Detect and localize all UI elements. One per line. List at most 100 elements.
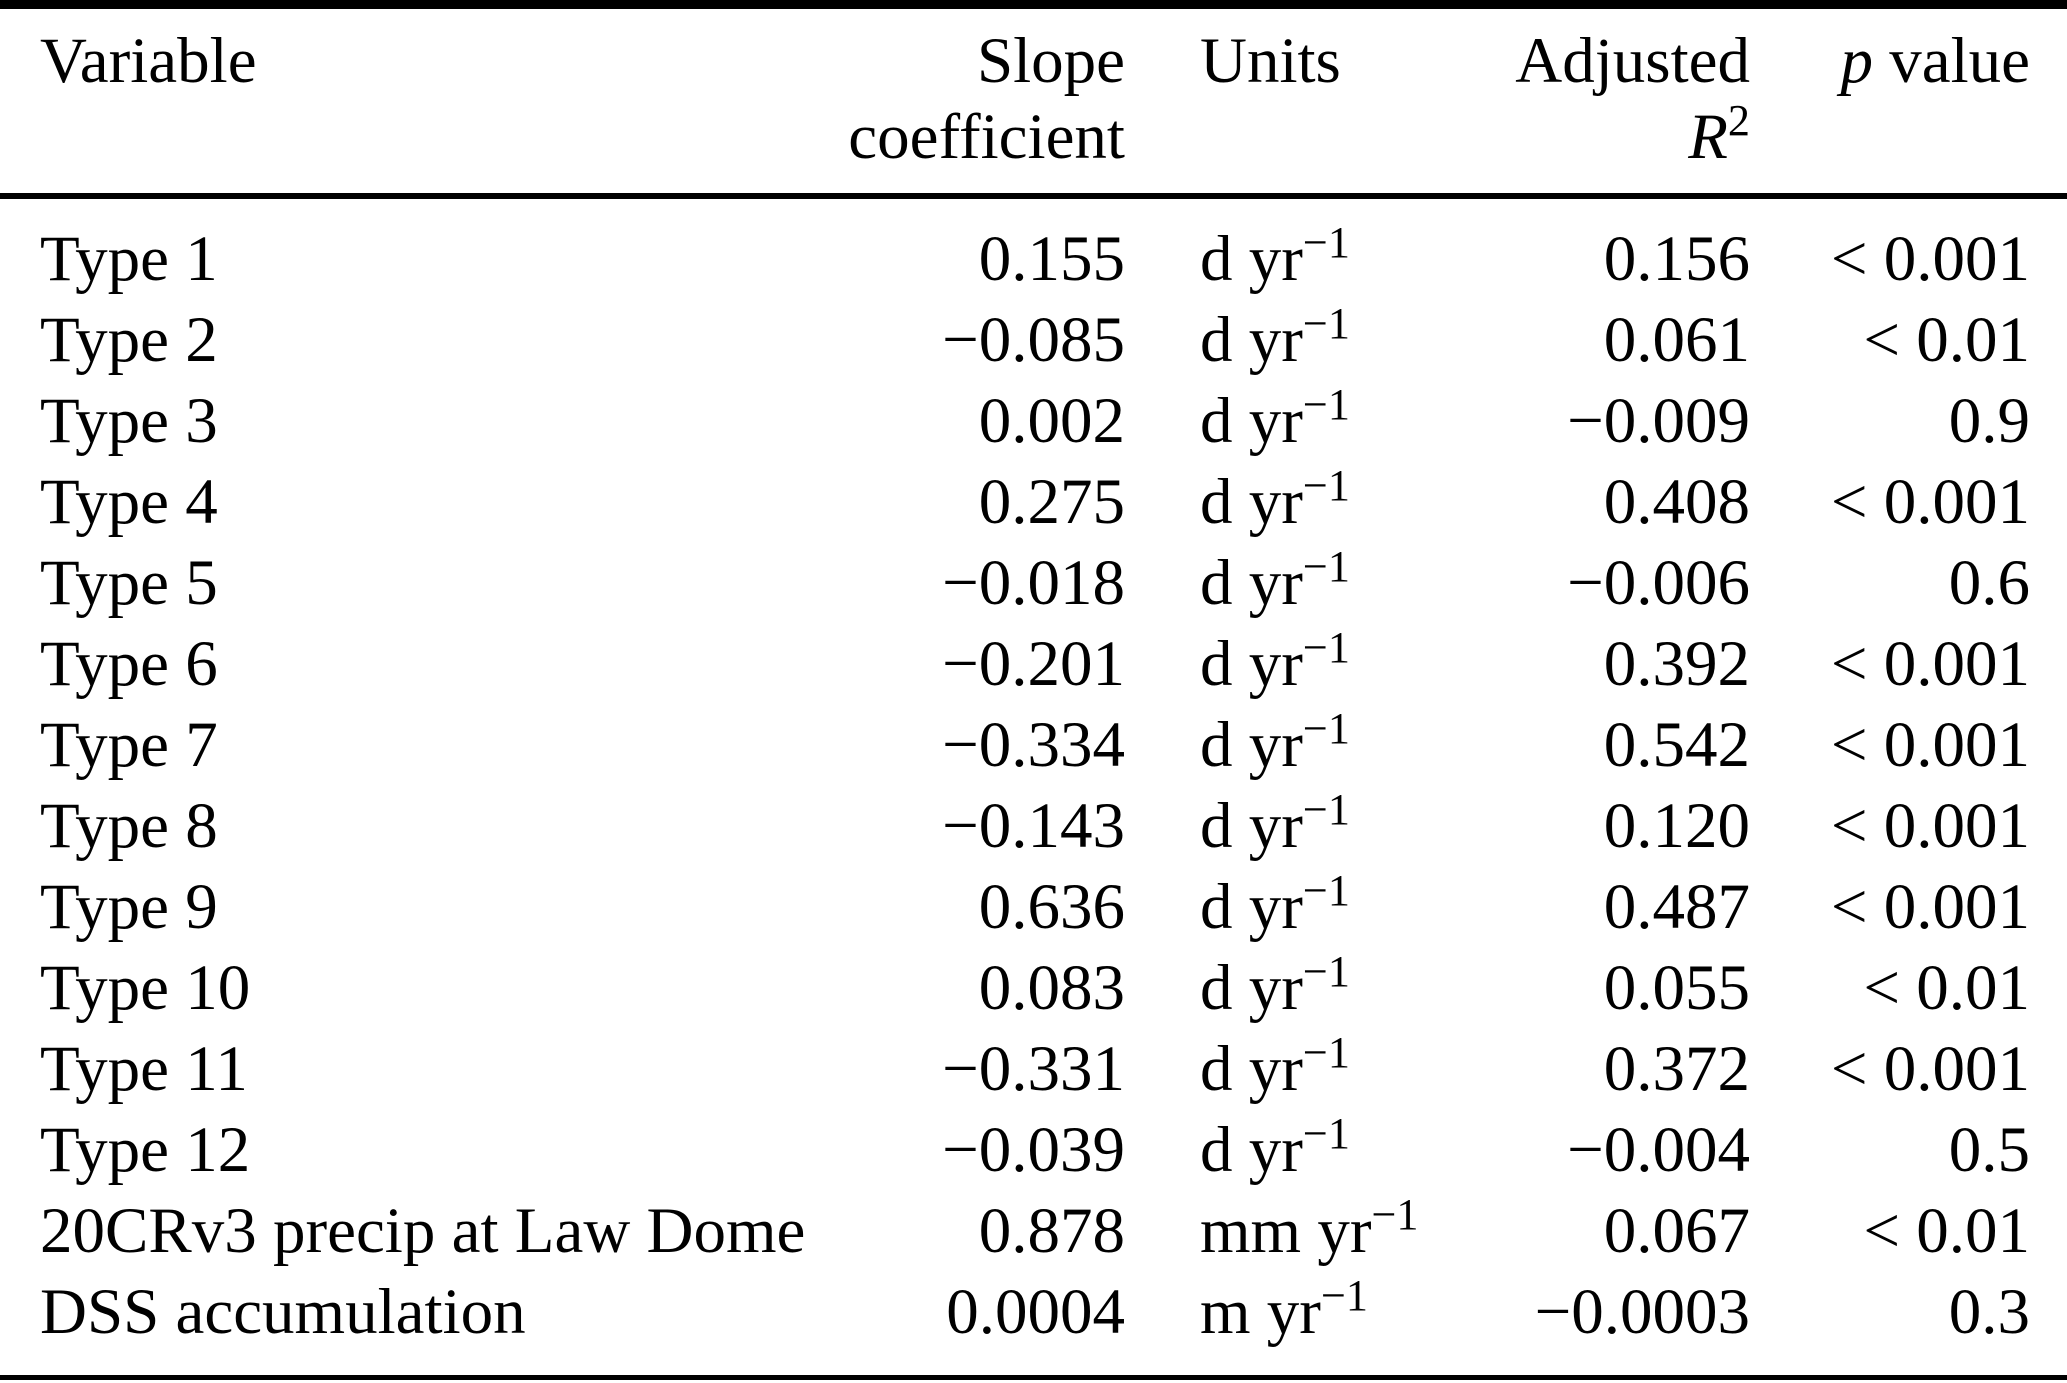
header-p-value-label: p value xyxy=(1750,23,2030,99)
cell-variable: DSS accumulation xyxy=(40,1276,526,1348)
cell-slope: 0.002 xyxy=(978,385,1125,457)
cell-slope: 0.636 xyxy=(978,871,1125,943)
cell-adjusted-r2: 0.055 xyxy=(1603,952,1750,1024)
table-row: Type 6 −0.201 d yr−1 0.392 < 0.001 xyxy=(0,624,2067,705)
cell-variable: Type 11 xyxy=(40,1033,248,1105)
cell-adjusted-r2: −0.006 xyxy=(1567,547,1750,619)
header-adjusted-line1: Adjusted xyxy=(1515,25,1750,97)
column-header-slope-coefficient: Slope coefficient xyxy=(815,0,1125,199)
cell-units: d yr−1 xyxy=(1125,1029,1425,1110)
column-header-adjusted-r2: Adjusted R2 xyxy=(1425,0,1750,199)
unit-exponent: −1 xyxy=(1302,1109,1350,1159)
unit-exponent: −1 xyxy=(1302,704,1350,754)
column-header-variable: Variable xyxy=(0,0,815,199)
unit-base: d yr xyxy=(1200,223,1303,295)
unit-exponent: −1 xyxy=(1302,380,1350,430)
cell-units: d yr−1 xyxy=(1125,705,1425,786)
cell-units: d yr−1 xyxy=(1125,867,1425,948)
header-p-rest: value xyxy=(1872,25,2030,97)
unit-base: mm yr xyxy=(1200,1195,1372,1267)
table-row: 20CRv3 precip at Law Dome 0.878 mm yr−1 … xyxy=(0,1191,2067,1272)
cell-slope: −0.331 xyxy=(942,1033,1125,1105)
cell-p-value: < 0.01 xyxy=(1863,952,2030,1024)
cell-slope: −0.143 xyxy=(942,790,1125,862)
cell-adjusted-r2: −0.0003 xyxy=(1534,1276,1750,1348)
header-slope-line2: coefficient xyxy=(848,101,1125,173)
unit-base: d yr xyxy=(1200,709,1303,781)
cell-p-value: < 0.001 xyxy=(1830,1033,2030,1105)
unit-exponent: −1 xyxy=(1302,299,1350,349)
cell-p-value: < 0.001 xyxy=(1830,628,2030,700)
table-row: Type 5 −0.018 d yr−1 −0.006 0.6 xyxy=(0,543,2067,624)
cell-p-value: < 0.001 xyxy=(1830,790,2030,862)
unit-exponent: −1 xyxy=(1302,461,1350,511)
table-row: Type 1 0.155 d yr−1 0.156 < 0.001 xyxy=(0,196,2067,300)
cell-p-value: < 0.01 xyxy=(1863,1195,2030,1267)
cell-variable: Type 3 xyxy=(40,385,218,457)
cell-adjusted-r2: 0.392 xyxy=(1603,628,1750,700)
cell-p-value: < 0.001 xyxy=(1830,466,2030,538)
table-row: Type 12 −0.039 d yr−1 −0.004 0.5 xyxy=(0,1110,2067,1191)
unit-base: d yr xyxy=(1200,385,1303,457)
table-header: Variable Slope coefficient Units Adjuste… xyxy=(0,0,2067,199)
unit-base: d yr xyxy=(1200,790,1303,862)
cell-variable: Type 6 xyxy=(40,628,218,700)
header-p-symbol: p xyxy=(1840,25,1873,97)
header-variable-label: Variable xyxy=(40,25,257,97)
cell-units: d yr−1 xyxy=(1125,300,1425,381)
table-body: Type 1 0.155 d yr−1 0.156 < 0.001 Type 2… xyxy=(0,196,2067,1378)
column-header-units: Units xyxy=(1125,0,1425,199)
cell-adjusted-r2: 0.542 xyxy=(1603,709,1750,781)
table-row: Type 4 0.275 d yr−1 0.408 < 0.001 xyxy=(0,462,2067,543)
unit-exponent: −1 xyxy=(1302,1028,1350,1078)
unit-exponent: −1 xyxy=(1320,1271,1368,1321)
cell-p-value: 0.6 xyxy=(1948,547,2030,619)
cell-adjusted-r2: 0.372 xyxy=(1603,1033,1750,1105)
unit-base: d yr xyxy=(1200,871,1303,943)
cell-units: d yr−1 xyxy=(1125,1110,1425,1191)
table-row: DSS accumulation 0.0004 m yr−1 −0.0003 0… xyxy=(0,1272,2067,1378)
unit-exponent: −1 xyxy=(1302,218,1350,268)
cell-units: d yr−1 xyxy=(1125,462,1425,543)
cell-slope: 0.155 xyxy=(978,223,1125,295)
cell-variable: Type 7 xyxy=(40,709,218,781)
unit-base: d yr xyxy=(1200,628,1303,700)
unit-base: d yr xyxy=(1200,1033,1303,1105)
table-row: Type 10 0.083 d yr−1 0.055 < 0.01 xyxy=(0,948,2067,1029)
cell-variable: Type 9 xyxy=(40,871,218,943)
unit-base: m yr xyxy=(1200,1276,1321,1348)
header-r-symbol: R xyxy=(1688,101,1728,173)
cell-slope: 0.878 xyxy=(978,1195,1125,1267)
header-adjusted-line2: R2 xyxy=(1425,98,1750,175)
table-row: Type 3 0.002 d yr−1 −0.009 0.9 xyxy=(0,381,2067,462)
cell-variable: Type 10 xyxy=(40,952,251,1024)
unit-exponent: −1 xyxy=(1371,1190,1419,1240)
cell-p-value: < 0.01 xyxy=(1863,304,2030,376)
cell-p-value: 0.9 xyxy=(1948,385,2030,457)
table-row: Type 2 −0.085 d yr−1 0.061 < 0.01 xyxy=(0,300,2067,381)
header-slope-line1: Slope xyxy=(976,25,1125,97)
cell-variable: Type 2 xyxy=(40,304,218,376)
cell-variable: 20CRv3 precip at Law Dome xyxy=(40,1195,806,1267)
cell-adjusted-r2: 0.067 xyxy=(1603,1195,1750,1267)
cell-adjusted-r2: 0.061 xyxy=(1603,304,1750,376)
unit-base: d yr xyxy=(1200,952,1303,1024)
cell-slope: −0.039 xyxy=(942,1114,1125,1186)
cell-p-value: < 0.001 xyxy=(1830,871,2030,943)
unit-exponent: −1 xyxy=(1302,542,1350,592)
cell-units: m yr−1 xyxy=(1125,1272,1425,1378)
cell-variable: Type 12 xyxy=(40,1114,251,1186)
cell-units: d yr−1 xyxy=(1125,786,1425,867)
cell-p-value: 0.3 xyxy=(1948,1276,2030,1348)
table-row: Type 9 0.636 d yr−1 0.487 < 0.001 xyxy=(0,867,2067,948)
cell-slope: −0.018 xyxy=(942,547,1125,619)
cell-variable: Type 1 xyxy=(40,223,218,295)
table-row: Type 8 −0.143 d yr−1 0.120 < 0.001 xyxy=(0,786,2067,867)
cell-slope: 0.083 xyxy=(978,952,1125,1024)
cell-variable: Type 8 xyxy=(40,790,218,862)
cell-p-value: 0.5 xyxy=(1948,1114,2030,1186)
cell-units: mm yr−1 xyxy=(1125,1191,1425,1272)
cell-variable: Type 5 xyxy=(40,547,218,619)
unit-exponent: −1 xyxy=(1302,866,1350,916)
